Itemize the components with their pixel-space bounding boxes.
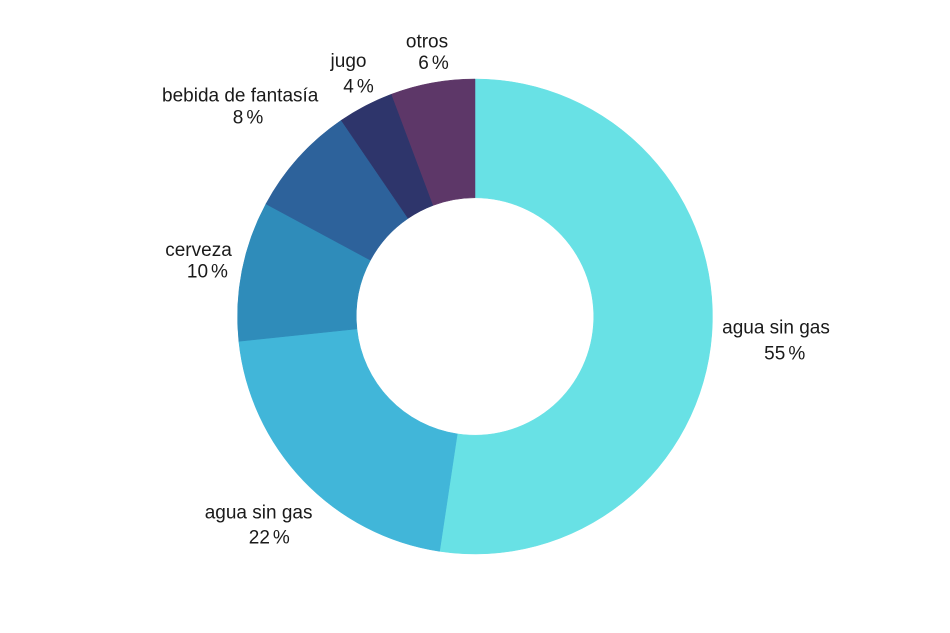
svg-text:jugo: jugo: [330, 51, 367, 72]
svg-text:agua sin gas: agua sin gas: [722, 318, 830, 339]
svg-text:cerveza: cerveza: [165, 240, 232, 261]
svg-text:10%: 10%: [187, 261, 228, 282]
svg-text:22%: 22%: [249, 527, 290, 548]
svg-text:4%: 4%: [343, 76, 374, 97]
svg-text:8%: 8%: [233, 107, 264, 128]
svg-text:agua sin gas: agua sin gas: [205, 502, 313, 523]
svg-text:otros: otros: [406, 31, 448, 52]
svg-text:55%: 55%: [764, 343, 805, 364]
svg-text:bebida de fantasía: bebida de fantasía: [162, 85, 319, 106]
svg-text:6%: 6%: [418, 53, 449, 74]
